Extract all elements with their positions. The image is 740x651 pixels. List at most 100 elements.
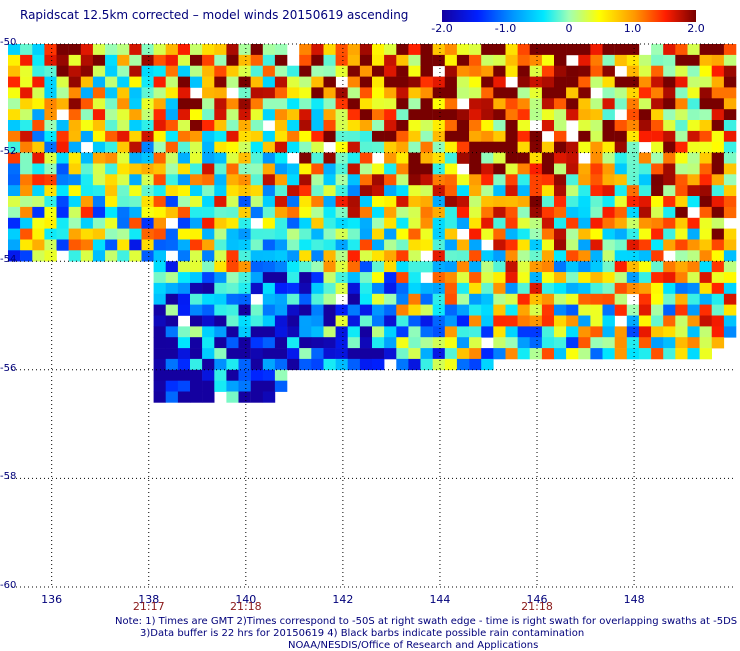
heatmap-cell <box>651 293 664 305</box>
heatmap-cell <box>481 282 494 295</box>
heatmap-cell <box>274 293 288 305</box>
heatmap-cell <box>238 348 251 360</box>
heatmap-cell <box>262 109 276 121</box>
heatmap-cell <box>578 109 591 121</box>
heatmap-cell <box>590 239 603 251</box>
heatmap-cell <box>651 217 664 229</box>
heatmap-cell <box>493 44 506 56</box>
heatmap-cell <box>602 54 615 67</box>
heatmap-cell <box>517 293 530 305</box>
heatmap-cell <box>56 130 69 143</box>
heatmap-cell <box>723 130 737 143</box>
heatmap-cell <box>311 87 324 99</box>
heatmap-cell <box>626 76 640 88</box>
heatmap-cell <box>408 87 421 99</box>
heatmap-cell <box>711 141 725 153</box>
heatmap-cell <box>347 217 361 229</box>
heatmap-cell <box>432 152 446 164</box>
heatmap-cell <box>56 228 69 240</box>
heatmap-cell <box>44 174 57 186</box>
heatmap-cell <box>469 250 482 262</box>
heatmap-cell <box>554 315 567 327</box>
heatmap-cell <box>347 54 361 67</box>
heatmap-cell <box>651 54 664 67</box>
heatmap-cell <box>202 348 215 360</box>
heatmap-cell <box>262 261 276 273</box>
heatmap-cell <box>262 228 276 240</box>
heatmap-cell <box>274 261 288 273</box>
heatmap-cell <box>359 87 373 99</box>
heatmap-cell <box>177 272 191 284</box>
heatmap-cell <box>578 87 591 99</box>
heatmap-cell <box>262 152 276 164</box>
heatmap-cell <box>80 152 94 164</box>
heatmap-cell <box>250 163 264 175</box>
heatmap-cell <box>687 239 700 251</box>
heatmap-cell <box>311 141 324 153</box>
heatmap-cell <box>177 337 191 349</box>
heatmap-cell <box>456 174 470 186</box>
heatmap-cell <box>287 141 300 153</box>
heatmap-cell <box>456 196 470 208</box>
heatmap-cell <box>444 293 458 305</box>
heatmap-cell <box>335 272 348 284</box>
heatmap-cell <box>505 120 518 132</box>
heatmap-cell <box>347 152 361 164</box>
heatmap-cell <box>287 87 300 99</box>
heatmap-cell <box>262 391 276 403</box>
heatmap-cell <box>214 152 227 164</box>
heatmap-cell <box>493 239 506 251</box>
heatmap-cell <box>408 348 421 360</box>
heatmap-cell <box>638 65 652 77</box>
heatmap-cell <box>651 196 664 208</box>
heatmap-cell <box>226 282 239 295</box>
heatmap-cell <box>566 348 579 360</box>
heatmap-cell <box>323 326 336 338</box>
heatmap-cell <box>165 163 179 175</box>
heatmap-cell <box>274 282 288 295</box>
heatmap-cell <box>347 98 361 110</box>
heatmap-cell <box>44 87 57 99</box>
heatmap-cell <box>723 87 737 99</box>
heatmap-cell <box>566 250 579 262</box>
heatmap-cell <box>396 141 409 153</box>
heatmap-cell <box>141 228 154 240</box>
heatmap-cell <box>274 185 288 197</box>
heatmap-cell <box>129 174 142 186</box>
heatmap-cell <box>359 120 373 132</box>
heatmap-cell <box>651 174 664 186</box>
heatmap-cell <box>335 228 348 240</box>
heatmap-cell <box>432 163 446 175</box>
heatmap-cell <box>699 196 712 208</box>
heatmap-cell <box>723 163 737 175</box>
heatmap-cell <box>80 196 94 208</box>
heatmap-cell <box>20 87 33 99</box>
heatmap-cell <box>287 206 300 219</box>
heatmap-cell <box>226 44 239 56</box>
heatmap-cell <box>626 239 640 251</box>
heatmap-cell <box>420 98 433 110</box>
heatmap-cell <box>469 261 482 273</box>
heatmap-cell <box>493 54 506 67</box>
heatmap-cell <box>299 239 312 251</box>
heatmap-cell <box>262 44 276 56</box>
heatmap-cell <box>153 369 166 381</box>
heatmap-cell <box>8 98 21 110</box>
heatmap-cell <box>444 65 458 77</box>
heatmap-cell <box>202 380 215 392</box>
heatmap-cell <box>663 228 676 240</box>
heatmap-cell <box>384 196 397 208</box>
heatmap-cell <box>675 87 688 99</box>
heatmap-cell <box>226 272 239 284</box>
heatmap-cell <box>226 76 239 88</box>
heatmap-cell <box>359 196 373 208</box>
heatmap-cell <box>262 87 276 99</box>
heatmap-cell <box>626 272 640 284</box>
heatmap-cell <box>444 141 458 153</box>
heatmap-cell <box>384 272 397 284</box>
heatmap-cell <box>8 44 21 56</box>
heatmap-cell <box>68 174 82 186</box>
heatmap-cell <box>80 250 94 262</box>
heatmap-cell <box>359 141 373 153</box>
heatmap-cell <box>675 98 688 110</box>
